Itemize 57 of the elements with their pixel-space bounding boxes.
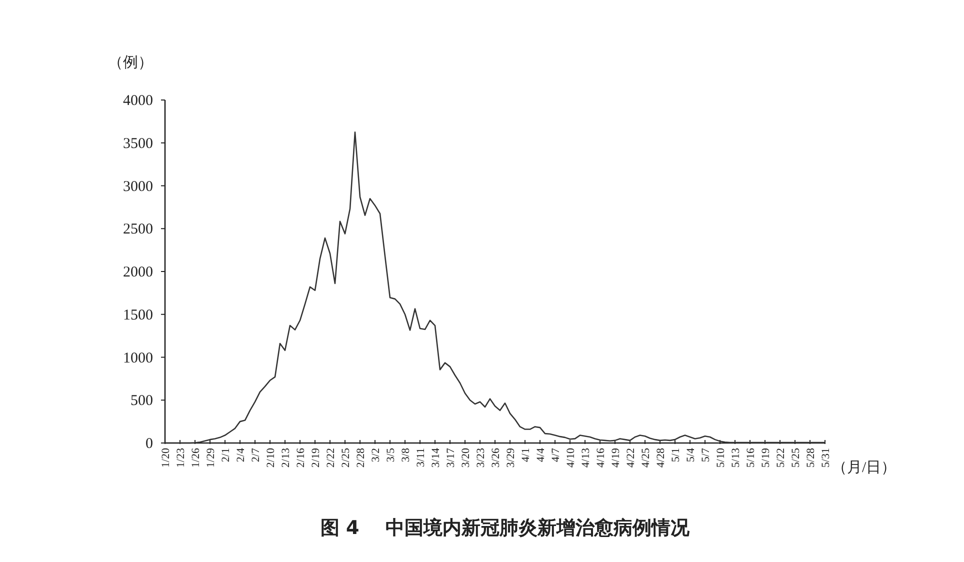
x-tick-label: 4/7	[550, 448, 562, 462]
x-tick-label: 3/11	[415, 448, 427, 468]
x-tick-label: 5/1	[670, 448, 682, 462]
x-tick-label: 3/14	[430, 448, 442, 468]
x-tick-label: 5/16	[745, 448, 757, 468]
x-tick-label: 5/10	[715, 448, 727, 468]
x-tick-label: 4/1	[520, 448, 532, 462]
x-tick-label: 5/4	[685, 448, 697, 462]
y-tick-label: 500	[130, 393, 153, 410]
x-tick-label: 4/19	[610, 448, 622, 468]
x-tick-label: 4/10	[565, 448, 577, 468]
x-tick-label: 4/28	[655, 448, 667, 468]
x-tick-label: 4/4	[535, 448, 547, 462]
x-tick-label: 4/13	[580, 448, 592, 468]
y-tick-label: 1500	[123, 307, 153, 324]
x-tick-label: 4/25	[640, 448, 652, 468]
x-tick-label: 3/26	[490, 448, 502, 468]
x-tick-label: 2/7	[250, 448, 262, 462]
y-tick-label: 3000	[123, 178, 153, 195]
x-tick-label: 2/25	[340, 448, 352, 468]
x-tick-label: 4/16	[595, 448, 607, 468]
y-tick-label: 1000	[123, 350, 153, 366]
x-tick-label: 3/20	[460, 448, 472, 468]
x-tick-label: 2/19	[310, 448, 322, 468]
x-tick-label: 5/7	[700, 448, 712, 462]
x-tick-label: 1/29	[205, 448, 217, 468]
x-tick-label: 1/23	[175, 448, 187, 468]
text: 图 4 中国境内新冠肺炎新增治愈病例情况	[320, 517, 691, 539]
x-tick-label: 2/10	[265, 448, 277, 468]
x-tick-label: 3/29	[505, 448, 517, 468]
x-tick-label: 3/2	[370, 448, 382, 462]
x-tick-label: 5/19	[760, 448, 772, 468]
x-tick-label: 2/4	[235, 448, 247, 462]
x-tick-label: 2/22	[325, 448, 337, 468]
x-tick-label: 2/1	[220, 448, 232, 462]
x-tick-label: 5/28	[805, 448, 817, 468]
x-tick-label: 4/22	[625, 448, 637, 468]
x-tick-label: 1/26	[190, 448, 202, 468]
y-tick-label: 0	[146, 436, 153, 452]
x-tick-label: 5/22	[775, 448, 787, 468]
y-axis-title: （例）	[108, 55, 153, 71]
x-tick-label: 3/8	[400, 448, 412, 462]
x-tick-label: 1/20	[160, 448, 172, 468]
y-tick-label: 2500	[123, 222, 153, 238]
x-tick-label: 2/16	[295, 448, 307, 468]
x-tick-label: 3/17	[445, 448, 457, 468]
x-tick-label: 3/23	[475, 448, 487, 468]
x-axis-title: （月/日）	[832, 460, 896, 476]
x-tick-label: 3/5	[385, 448, 397, 462]
x-tick-label: 2/28	[355, 448, 367, 468]
x-tick-label: 5/13	[730, 448, 742, 468]
y-tick-label: 4000	[123, 93, 153, 109]
y-tick-label: 3500	[123, 136, 153, 152]
x-tick-label: 2/13	[280, 448, 292, 468]
y-tick-label: 2000	[123, 264, 153, 280]
x-tick-label: 5/25	[790, 448, 802, 468]
x-tick-label: 5/31	[820, 448, 832, 468]
